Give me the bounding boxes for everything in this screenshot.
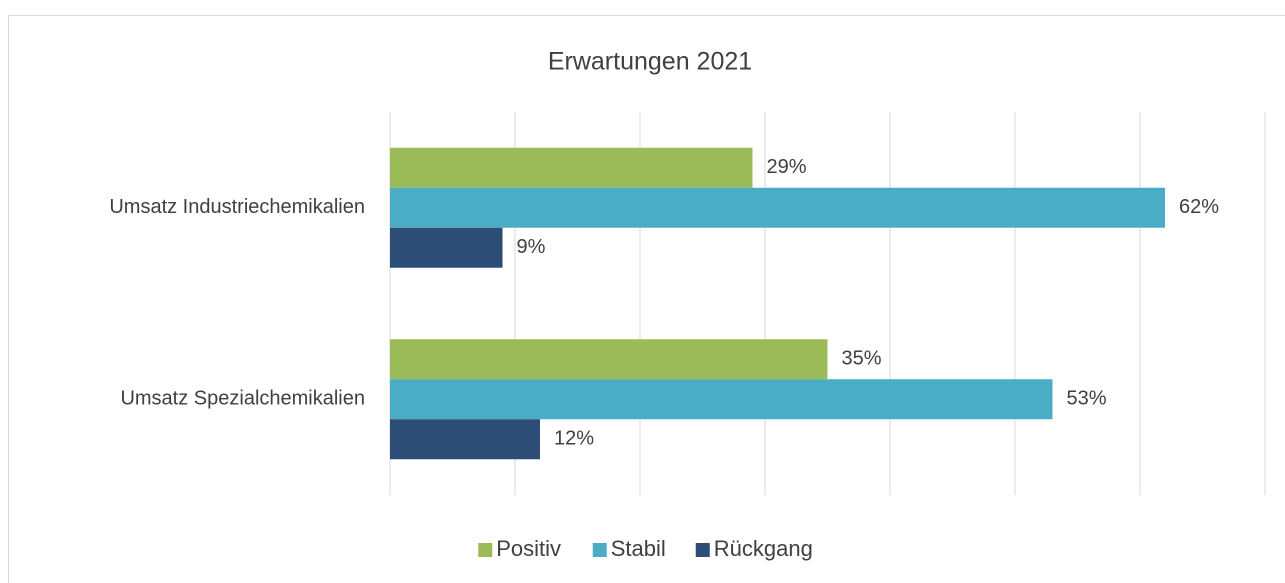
legend-swatch: [695, 543, 710, 557]
bar: [390, 419, 540, 460]
y-tick-label: Umsatz Spezialchemikalien: [120, 388, 365, 410]
legend-label: Rückgang: [714, 536, 813, 561]
data-label: 29%: [767, 156, 807, 178]
data-label: 12%: [554, 428, 594, 450]
bar: [390, 339, 828, 380]
bar: [390, 147, 753, 188]
legend-label: Positiv: [496, 536, 561, 561]
chart-frame: [8, 15, 1285, 583]
legend-swatch: [592, 543, 607, 557]
chart-title: Erwartungen 2021: [548, 48, 752, 76]
legend-swatch: [478, 543, 493, 557]
bar: [390, 379, 1053, 420]
y-tick-label: Umsatz Industriechemikalien: [109, 196, 365, 218]
bar: [390, 187, 1165, 228]
data-label: 35%: [842, 348, 882, 370]
bar: [390, 227, 503, 268]
data-label: 53%: [1067, 388, 1107, 410]
data-label: 9%: [517, 236, 546, 258]
data-label: 62%: [1179, 196, 1219, 218]
legend-label: Stabil: [611, 536, 666, 561]
